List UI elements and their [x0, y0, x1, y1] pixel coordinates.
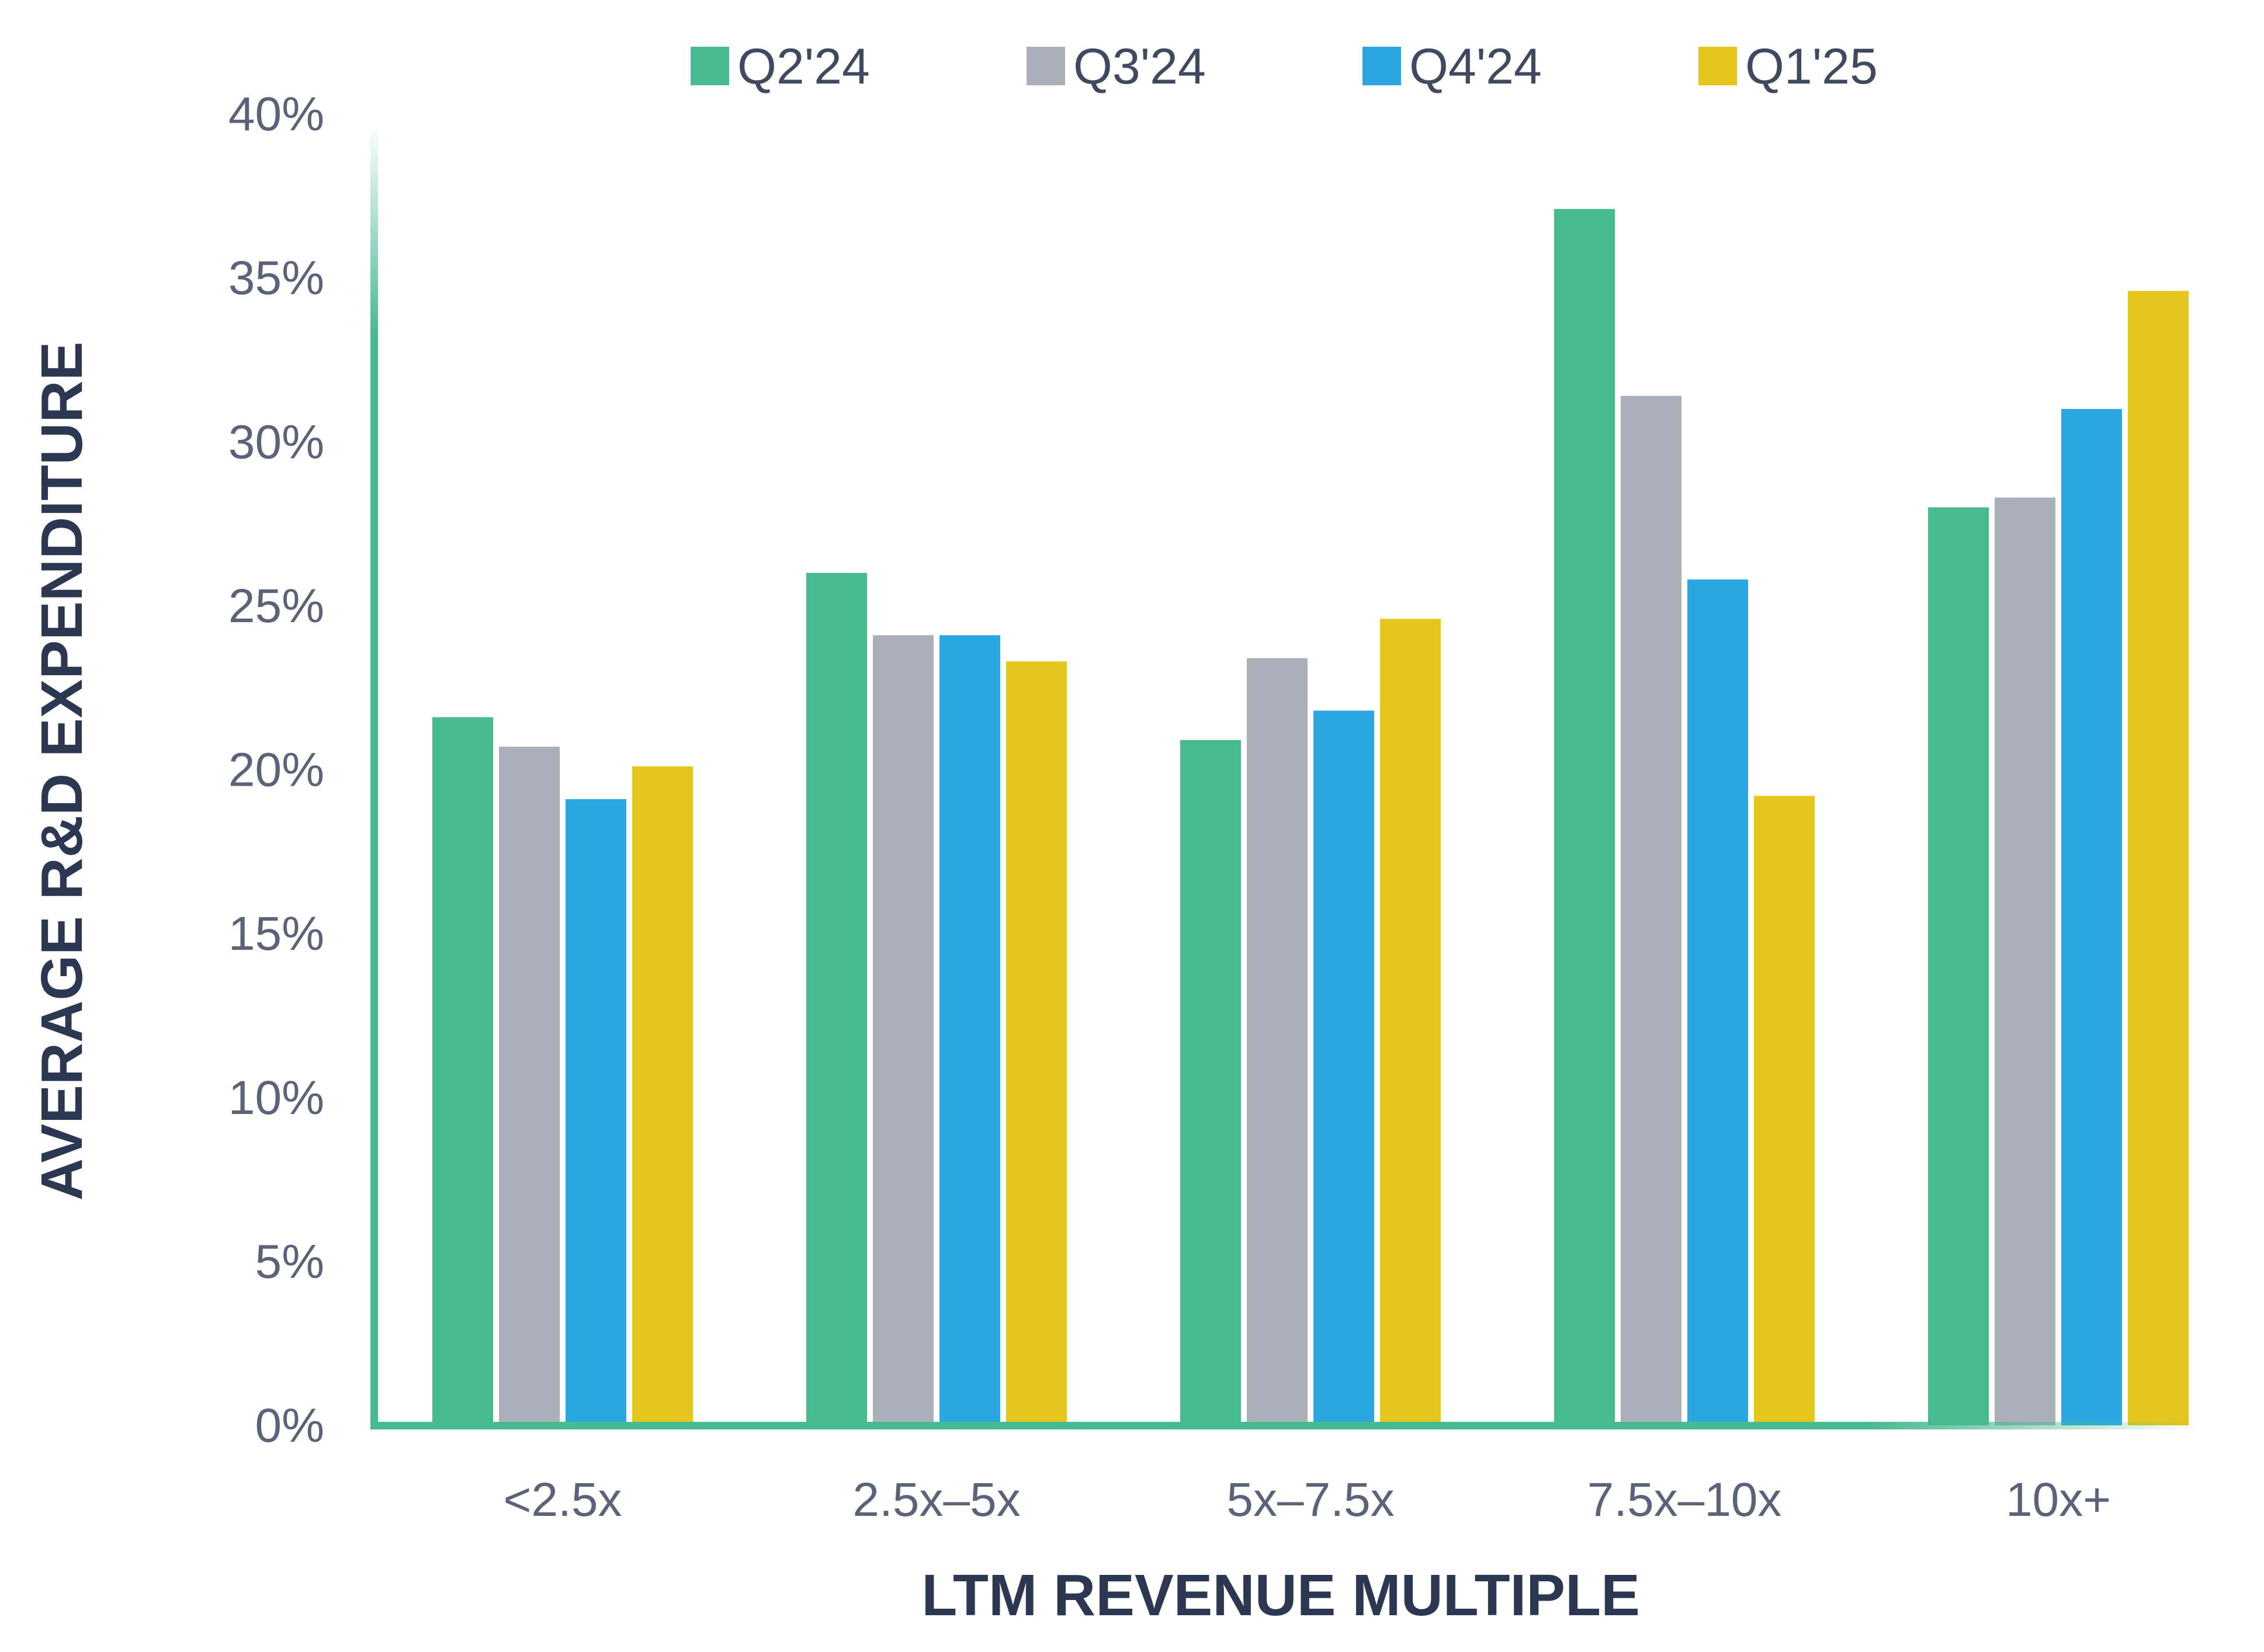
bar — [566, 799, 626, 1425]
bar — [499, 747, 560, 1425]
y-axis-ticks: 0% 5% 10% 15% 20% 25% 30% 35% 40% — [228, 88, 324, 1452]
bar — [432, 717, 493, 1425]
x-tick-label: 10x+ — [2006, 1473, 2111, 1526]
bar — [1380, 619, 1441, 1425]
legend-item: Q2'24 — [691, 39, 870, 95]
bar — [1754, 796, 1815, 1425]
bars — [432, 209, 2189, 1426]
legend-swatch — [1698, 47, 1737, 85]
bar — [1928, 507, 1989, 1425]
y-tick-label: 0% — [255, 1399, 324, 1452]
x-tick-label: 5x–7.5x — [1226, 1473, 1394, 1526]
y-axis-title: AVERAGE R&D EXPENDITURE — [29, 342, 95, 1201]
bar — [1621, 395, 1681, 1425]
legend-swatch — [1027, 47, 1065, 85]
bar-group — [806, 572, 1067, 1425]
y-tick-label: 25% — [228, 579, 324, 633]
legend-item: Q3'24 — [1027, 39, 1206, 95]
bar — [1180, 740, 1241, 1425]
bar — [632, 766, 693, 1425]
x-axis-line — [370, 1422, 2197, 1429]
y-tick-label: 40% — [228, 88, 324, 141]
y-tick-label: 30% — [228, 415, 324, 468]
legend: Q2'24 Q3'24 Q4'24 Q1'25 — [691, 39, 1878, 95]
bar — [1247, 658, 1308, 1425]
bar — [1313, 710, 1374, 1425]
bar — [2061, 409, 2122, 1425]
axes — [370, 126, 2197, 1429]
x-axis-title: LTM REVENUE MULTIPLE — [921, 1563, 1640, 1628]
bar — [1554, 209, 1615, 1426]
bar — [1006, 661, 1067, 1425]
bar — [1687, 579, 1748, 1425]
x-tick-label: <2.5x — [504, 1473, 622, 1526]
bar — [806, 572, 867, 1425]
bar-group — [432, 717, 693, 1425]
x-axis-categories: <2.5x 2.5x–5x 5x–7.5x 7.5x–10x 10x+ — [504, 1473, 2112, 1526]
bar — [939, 635, 1000, 1425]
legend-swatch — [1362, 47, 1401, 85]
bar-group — [1180, 619, 1441, 1425]
legend-label: Q3'24 — [1073, 39, 1206, 95]
y-tick-label: 35% — [228, 252, 324, 305]
legend-item: Q4'24 — [1362, 39, 1542, 95]
y-tick-label: 5% — [255, 1235, 324, 1288]
legend-item: Q1'25 — [1698, 39, 1878, 95]
x-tick-label: 2.5x–5x — [852, 1473, 1020, 1526]
bar-group — [1554, 209, 1815, 1426]
y-tick-label: 10% — [228, 1071, 324, 1125]
legend-label: Q2'24 — [737, 39, 870, 95]
bar — [1995, 497, 2055, 1425]
y-tick-label: 20% — [228, 744, 324, 797]
bar-group — [1928, 291, 2189, 1426]
legend-swatch — [691, 47, 729, 85]
legend-label: Q4'24 — [1409, 39, 1542, 95]
bar — [873, 635, 934, 1425]
bar — [2128, 291, 2189, 1426]
y-tick-label: 15% — [228, 907, 324, 960]
legend-label: Q1'25 — [1745, 39, 1878, 95]
x-tick-label: 7.5x–10x — [1587, 1473, 1782, 1526]
y-axis-line — [370, 126, 378, 1429]
